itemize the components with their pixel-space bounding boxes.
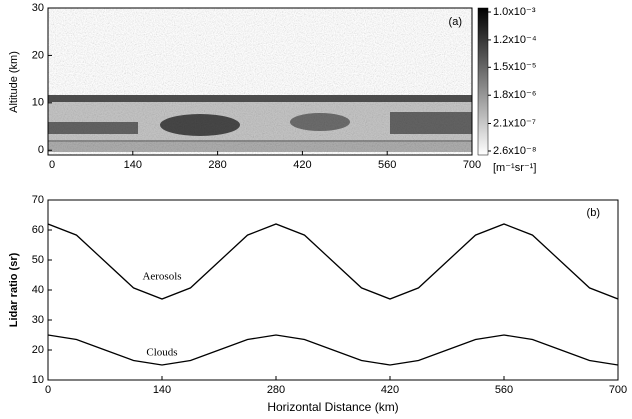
colorbar-label: 2.1x10⁻⁷	[493, 117, 536, 129]
colorbar-label: 1.5x10⁻⁵	[493, 61, 536, 73]
series-label: Aerosols	[142, 271, 181, 283]
panel-label: (a)	[449, 16, 462, 28]
x-tick-label: 280	[267, 384, 285, 396]
colorbar-label: 1.8x10⁻⁶	[493, 89, 536, 101]
x-tick-label: 0	[49, 159, 55, 171]
x-tick-label: 280	[208, 159, 226, 171]
colorbar-label: 1.0x10⁻³	[493, 6, 536, 18]
y-axis-title: Lidar ratio (sr)	[8, 252, 20, 327]
series-line	[48, 334, 618, 366]
lines	[48, 223, 618, 366]
panel-label: (b)	[587, 207, 600, 219]
plot-frame	[47, 199, 619, 381]
y-tick-label: 20	[32, 344, 44, 356]
x-tick-label: 700	[609, 384, 627, 396]
x-tick-label: 560	[495, 384, 513, 396]
y-tick-label: 50	[32, 254, 44, 266]
x-axis-title: Horizontal Distance (km)	[267, 400, 398, 414]
colorbar-unit: [m⁻¹sr⁻¹]	[493, 162, 536, 174]
x-tick-label: 140	[153, 384, 171, 396]
series-label: Clouds	[146, 347, 177, 359]
y-tick-label: 30	[32, 2, 44, 14]
x-tick-label: 420	[293, 159, 311, 171]
series-line	[48, 223, 618, 300]
y-axis-title: Altitude (km)	[8, 51, 20, 113]
y-tick-label: 70	[32, 194, 44, 206]
x-tick-label: 700	[463, 159, 481, 171]
y-tick-label: 30	[32, 314, 44, 326]
x-tick-label: 140	[124, 159, 142, 171]
colorbar-label: 1.2x10⁻⁴	[493, 34, 537, 46]
plot-frame	[47, 7, 473, 156]
y-tick-label: 40	[32, 284, 44, 296]
y-tick-label: 60	[32, 224, 44, 236]
x-tick-label: 420	[381, 384, 399, 396]
x-tick-label: 0	[45, 384, 51, 396]
y-tick-label: 0	[38, 144, 44, 156]
y-tick-label: 20	[32, 49, 44, 61]
colorbar	[477, 7, 489, 156]
x-tick-label: 560	[378, 159, 396, 171]
y-tick-label: 10	[32, 97, 44, 109]
y-tick-label: 10	[32, 374, 44, 386]
colorbar-label: 2.6x10⁻⁸	[493, 145, 536, 157]
backscatter-image	[48, 8, 472, 155]
